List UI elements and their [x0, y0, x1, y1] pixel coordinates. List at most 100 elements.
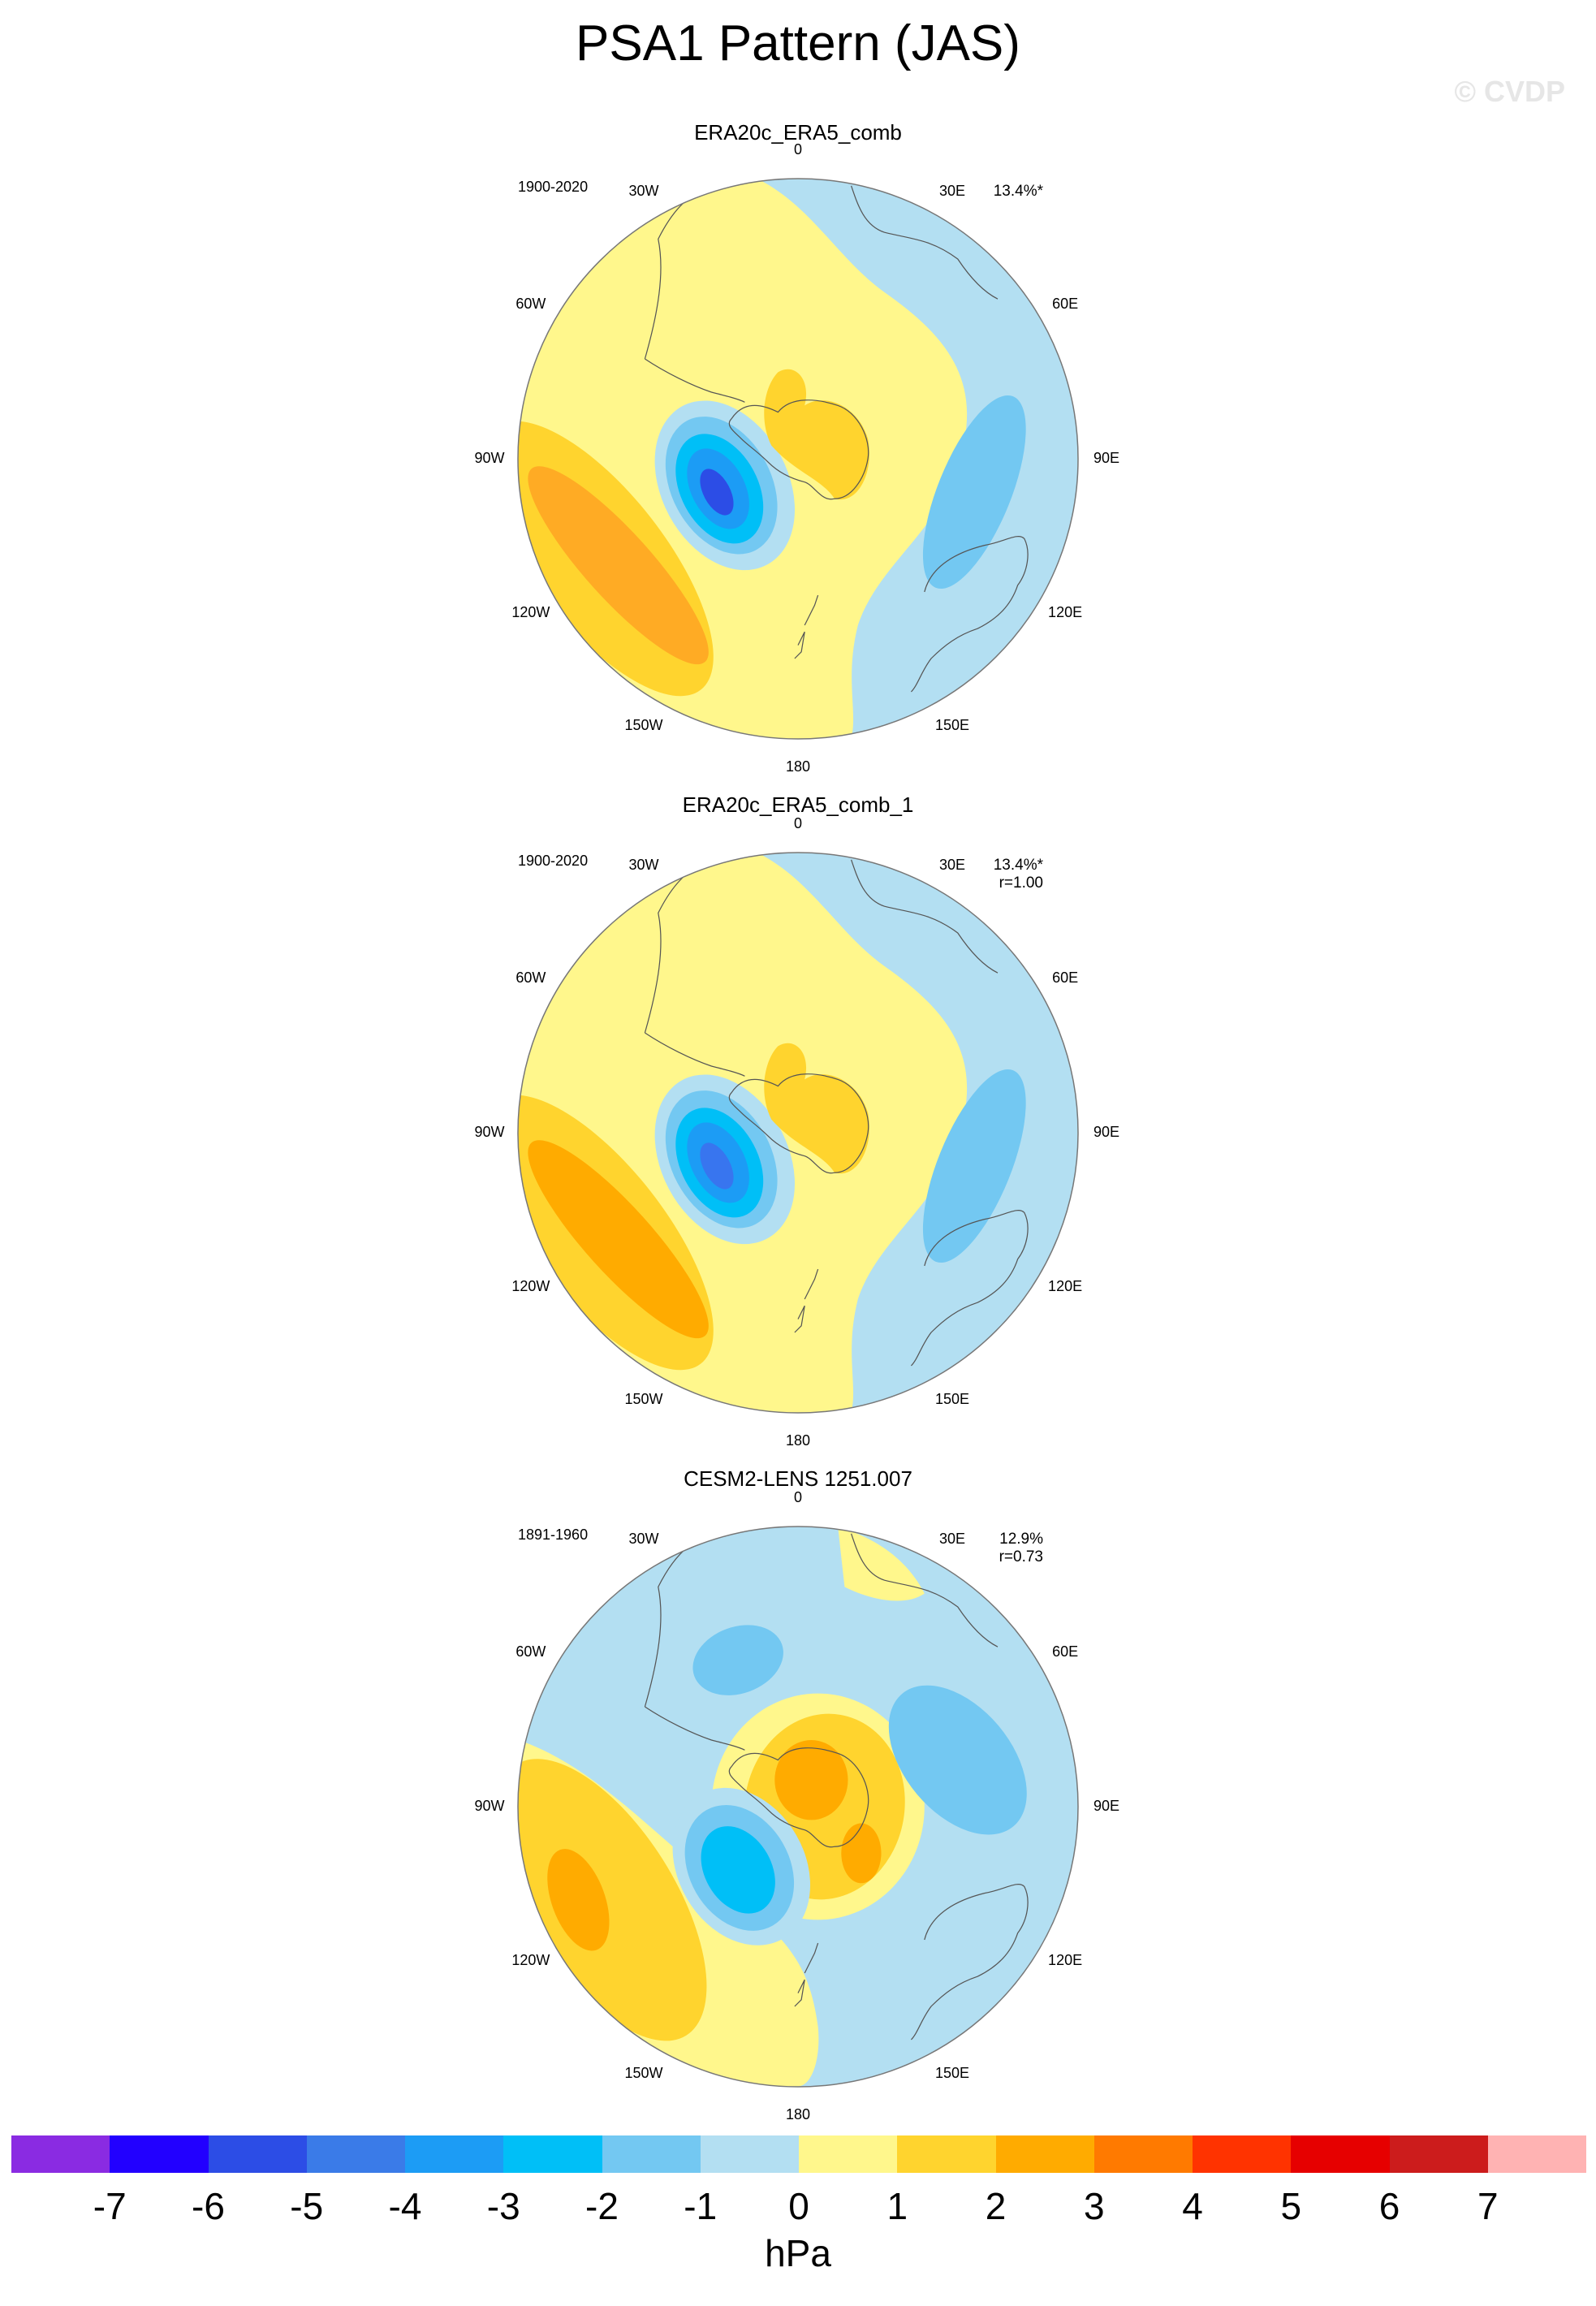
colorbar-tick-label: 0	[788, 2185, 809, 2227]
colorbar-tick-label: -3	[486, 2185, 520, 2227]
longitude-label: 30W	[628, 182, 659, 199]
longitude-label: 120W	[511, 1952, 550, 1968]
longitude-label: 30W	[628, 1530, 659, 1547]
colorbar-swatch	[306, 2135, 405, 2173]
coastline-australia	[910, 1884, 1029, 2040]
colorbar-swatch	[1389, 2135, 1488, 2173]
colorbar-swatch	[1291, 2135, 1390, 2173]
colorbar-tick-label: 7	[1477, 2185, 1499, 2227]
colorbar-tick-label: -2	[585, 2185, 619, 2227]
colorbar-swatch	[799, 2135, 898, 2173]
longitude-label: 60E	[1052, 1643, 1079, 1660]
colorbar-tick-label: 5	[1280, 2185, 1302, 2227]
longitude-label: 180	[785, 1432, 811, 1449]
polar-map	[517, 852, 1079, 1414]
colorbar-tick-label: 4	[1182, 2185, 1203, 2227]
high-antarctic-core	[774, 1740, 848, 1820]
coastline-australia	[910, 536, 1029, 693]
coastline-new-zealand	[794, 594, 819, 659]
pressure-field	[518, 1527, 1078, 2087]
low-east	[922, 395, 1026, 589]
low-east	[922, 1069, 1026, 1263]
colorbar-swatch	[1093, 2135, 1193, 2173]
colorbar-tick-label: 3	[1083, 2185, 1105, 2227]
longitude-label: 120E	[1048, 1278, 1083, 1294]
colorbar-tick-label: -7	[93, 2185, 127, 2227]
polar-map	[517, 178, 1079, 740]
colorbar-tick-label: -5	[290, 2185, 324, 2227]
longitude-label: 30E	[938, 182, 966, 199]
colorbar-swatch	[110, 2135, 209, 2173]
stats-label: 13.4%*	[994, 183, 1043, 201]
coastline-australia	[910, 1210, 1029, 1367]
colorbar-swatch	[1193, 2135, 1292, 2173]
longitude-label: 150E	[934, 717, 970, 734]
colorbar-swatch	[11, 2135, 110, 2173]
colorbar-tick-label: -1	[684, 2185, 718, 2227]
longitude-label: 60E	[1052, 969, 1079, 986]
coastline-antarctica	[728, 1747, 869, 1848]
colorbar-swatch	[995, 2135, 1094, 2173]
colorbar-swatch	[700, 2135, 799, 2173]
high-antarctic-core2	[841, 1823, 882, 1884]
longitude-label: 60E	[1052, 296, 1079, 312]
figure-title: PSA1 Pattern (JAS)	[576, 15, 1020, 71]
coastline-antarctica	[728, 399, 869, 500]
high-southwest-inner	[547, 1849, 610, 1951]
longitude-label: 0	[793, 1489, 803, 1505]
coastline-africa	[851, 1533, 999, 1647]
longitude-label: 90E	[1093, 1124, 1120, 1140]
cvdp-credit: © CVDP	[1454, 75, 1565, 108]
low-center-core	[700, 469, 734, 516]
longitude-label: 30E	[938, 856, 966, 873]
map-boundary	[517, 852, 1079, 1414]
longitude-label: 30E	[938, 1530, 966, 1547]
colorbar-swatch	[1487, 2135, 1586, 2173]
longitude-label: 150W	[624, 717, 663, 734]
pressure-field	[518, 179, 1078, 739]
correlation-label: r=1.00	[999, 874, 1043, 892]
longitude-label: 30W	[628, 856, 659, 873]
longitude-label: 90W	[474, 1798, 505, 1814]
colorbar-unit-label: hPa	[765, 2232, 831, 2274]
longitude-label: 60W	[515, 296, 546, 312]
stats-label: 13.4%* r=1.00	[994, 857, 1043, 892]
colorbar-swatch	[503, 2135, 602, 2173]
colorbar-tick-label: 2	[985, 2185, 1007, 2227]
variance-label: 13.4%*	[993, 183, 1043, 200]
high-antarctic	[764, 369, 869, 500]
longitude-label: 180	[785, 2106, 811, 2122]
colorbar-swatch	[208, 2135, 307, 2173]
colorbar-swatch	[897, 2135, 996, 2173]
polar-map	[517, 1526, 1079, 2088]
longitude-label: 120E	[1048, 604, 1083, 620]
panel-title: CESM2-LENS 1251.007	[684, 1466, 912, 1491]
longitude-label: 150W	[624, 2065, 663, 2082]
longitude-label: 150E	[934, 2065, 970, 2082]
colorbar-swatch	[602, 2135, 701, 2173]
high-southwest-inner	[528, 1140, 709, 1339]
colorbar-tick-label: -4	[388, 2185, 422, 2227]
longitude-label: 90W	[474, 1124, 505, 1140]
high-antarctic	[764, 1043, 869, 1174]
map-boundary	[517, 178, 1079, 740]
longitude-label: 120W	[511, 604, 550, 620]
coastline-new-zealand	[794, 1268, 819, 1333]
panel-title: ERA20c_ERA5_comb_1	[682, 792, 914, 817]
high-southwest-inner	[528, 466, 709, 665]
correlation-label: r=0.73	[999, 1548, 1043, 1565]
stats-label: 12.9% r=0.73	[999, 1531, 1043, 1566]
longitude-label: 60W	[515, 1643, 546, 1660]
longitude-label: 90E	[1093, 450, 1120, 466]
longitude-label: 0	[793, 141, 803, 158]
variance-label: 12.9%	[999, 1531, 1043, 1548]
shade-negative-east	[757, 179, 1078, 739]
low-center-core	[700, 1142, 734, 1190]
pressure-field	[518, 853, 1078, 1413]
longitude-label: 60W	[515, 969, 546, 986]
coastline-africa	[851, 859, 999, 974]
longitude-label: 0	[793, 815, 803, 831]
period-label: 1891-1960	[518, 1527, 589, 1543]
longitude-label: 90W	[474, 450, 505, 466]
panel-title: ERA20c_ERA5_comb	[694, 120, 902, 145]
